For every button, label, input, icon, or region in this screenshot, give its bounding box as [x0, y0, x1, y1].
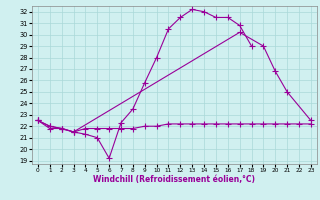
X-axis label: Windchill (Refroidissement éolien,°C): Windchill (Refroidissement éolien,°C)	[93, 175, 255, 184]
